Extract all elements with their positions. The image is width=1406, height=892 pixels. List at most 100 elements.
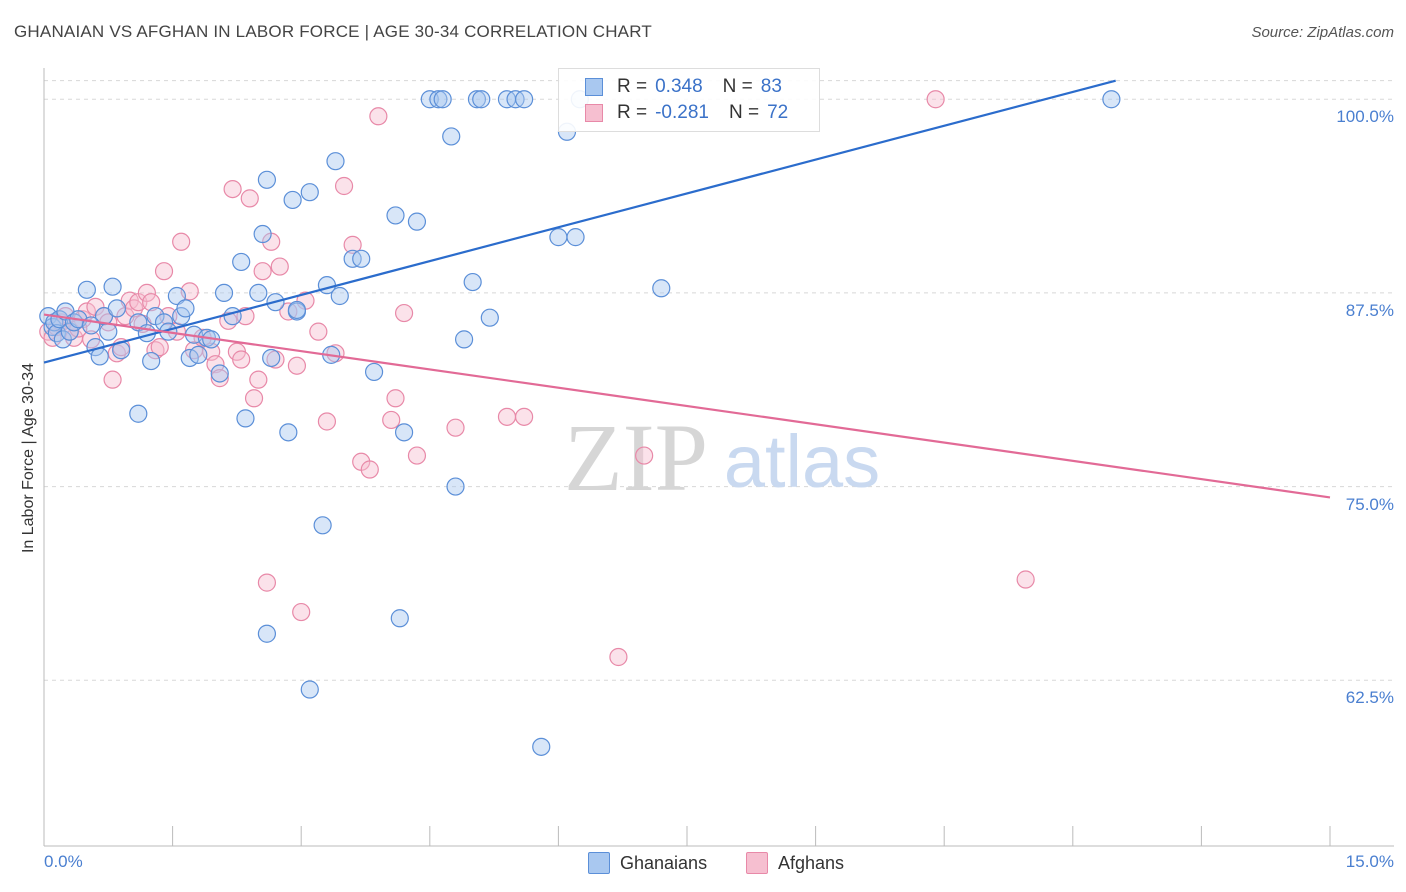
ghanaians-point: [236, 409, 255, 428]
ghanaians-point: [300, 680, 319, 699]
afghans-point: [609, 647, 628, 667]
ghanaians-point: [390, 609, 409, 628]
legend-swatch-afghans: [746, 852, 768, 874]
afghans-point: [210, 369, 229, 388]
afghans-point: [206, 355, 225, 374]
ghanaians-point: [232, 252, 251, 272]
afghans-point: [497, 407, 517, 426]
y-tick-label: 75.0%: [1345, 494, 1394, 514]
ghanaians-point: [386, 206, 405, 225]
afghans-point: [386, 389, 405, 408]
afghans-point: [382, 410, 401, 430]
legend-row-ghanaians: R = 0.348 N = 83: [585, 75, 782, 99]
watermark: ZIP atlas: [564, 404, 880, 511]
source-label: Source: ZipAtlas.com: [1251, 24, 1394, 41]
ghanaians-point: [326, 152, 345, 171]
legend-n-label: N =: [728, 102, 760, 123]
legend-label-afghans: Afghans: [778, 852, 845, 873]
ghanaians-point: [283, 190, 302, 210]
ghanaians-point: [330, 286, 349, 306]
ghanaians-point: [210, 364, 229, 383]
ghanaians-point: [176, 299, 195, 318]
afghans-point: [103, 370, 122, 389]
ghanaians-point: [463, 272, 482, 292]
ghanaians-point: [257, 170, 277, 189]
ghanaians-point: [364, 362, 384, 382]
afghans-point: [257, 573, 277, 592]
ghanaians-point: [189, 345, 208, 364]
ghanaians-point: [249, 283, 268, 303]
afghans-point: [172, 232, 191, 251]
afghans-point: [926, 90, 945, 109]
afghans-point: [407, 446, 427, 465]
afghans-point: [240, 189, 259, 208]
afghans-point: [317, 412, 337, 431]
ghanaians-point: [167, 286, 186, 306]
y-tick-label: 87.5%: [1345, 300, 1394, 320]
legend-item-afghans[interactable]: Afghans: [746, 852, 844, 874]
ghanaians-point: [129, 404, 148, 423]
y-tick-label: 62.5%: [1345, 688, 1394, 708]
afghans-point: [236, 307, 255, 326]
legend-n-value: 83: [760, 76, 782, 97]
ghanaians-point: [652, 279, 671, 298]
ghanaians-point: [300, 183, 319, 202]
ghanaians-point: [394, 423, 414, 442]
ghanaians-point: [429, 90, 448, 109]
legend-item-ghanaians[interactable]: Ghanaians: [588, 852, 707, 874]
legend-swatch-blue: [585, 78, 603, 96]
ghanaians-point: [407, 212, 427, 231]
legend-n-label: N =: [722, 76, 753, 97]
chart-title: GHANAIAN VS AFGHAN IN LABOR FORCE | AGE …: [14, 22, 652, 41]
ghanaians-point: [60, 322, 79, 341]
trend-lines: [43, 79, 1331, 499]
ghanaians-point: [566, 228, 585, 247]
ghanaians-point: [446, 477, 465, 496]
afghans-point: [142, 293, 161, 312]
afghans-point: [287, 356, 307, 375]
legend-r-label: R =: [617, 102, 648, 123]
ghanaians-point: [253, 224, 272, 244]
y-tick-label: 100.0%: [1336, 107, 1394, 127]
legend-row-afghans: R = -0.281 N = 72: [585, 101, 788, 125]
ghanaians-point: [472, 90, 491, 109]
ghanaians-point: [103, 277, 122, 296]
ghanaians-point: [1102, 90, 1121, 109]
ghanaians-point: [352, 249, 371, 268]
afghans-point: [635, 446, 654, 465]
legend-label-ghanaians: Ghanaians: [620, 852, 708, 873]
ghanaians-point: [107, 299, 126, 318]
ghanaians-point: [454, 330, 474, 349]
ghanaians-point: [142, 351, 161, 371]
gridlines: [44, 80, 1394, 681]
legend-swatch-ghanaians: [588, 852, 610, 874]
afghans-point: [270, 257, 289, 276]
legend-swatch-pink: [585, 104, 603, 122]
ghanaians-point: [313, 516, 332, 535]
afghans-point: [232, 350, 251, 369]
afghans-point: [244, 389, 264, 408]
ghanaians-point: [515, 90, 534, 109]
ghanaians-point: [433, 90, 452, 109]
afghans-trend-line: [43, 313, 1331, 499]
ghanaians-point: [287, 300, 307, 320]
ghanaians-point: [223, 307, 242, 326]
ghanaians-point: [262, 348, 281, 368]
ghanaians-point: [467, 90, 487, 109]
legend-n-value: 72: [767, 102, 789, 123]
afghans-point: [253, 262, 272, 281]
ghanaians-point: [257, 624, 277, 643]
x-tick-min: 0.0%: [44, 852, 83, 871]
x-tick-max: 15.0%: [1345, 852, 1394, 871]
afghans-point: [137, 283, 156, 303]
afghans-point: [343, 235, 362, 254]
ghanaians-point: [532, 737, 551, 756]
afghans-point: [150, 338, 169, 357]
ghanaians-point: [45, 313, 64, 332]
ghanaians-point: [549, 228, 568, 247]
afghans-point: [446, 418, 465, 437]
ghanaians-point: [480, 308, 499, 327]
afghans-point: [334, 176, 354, 196]
afghans-point: [360, 460, 379, 479]
